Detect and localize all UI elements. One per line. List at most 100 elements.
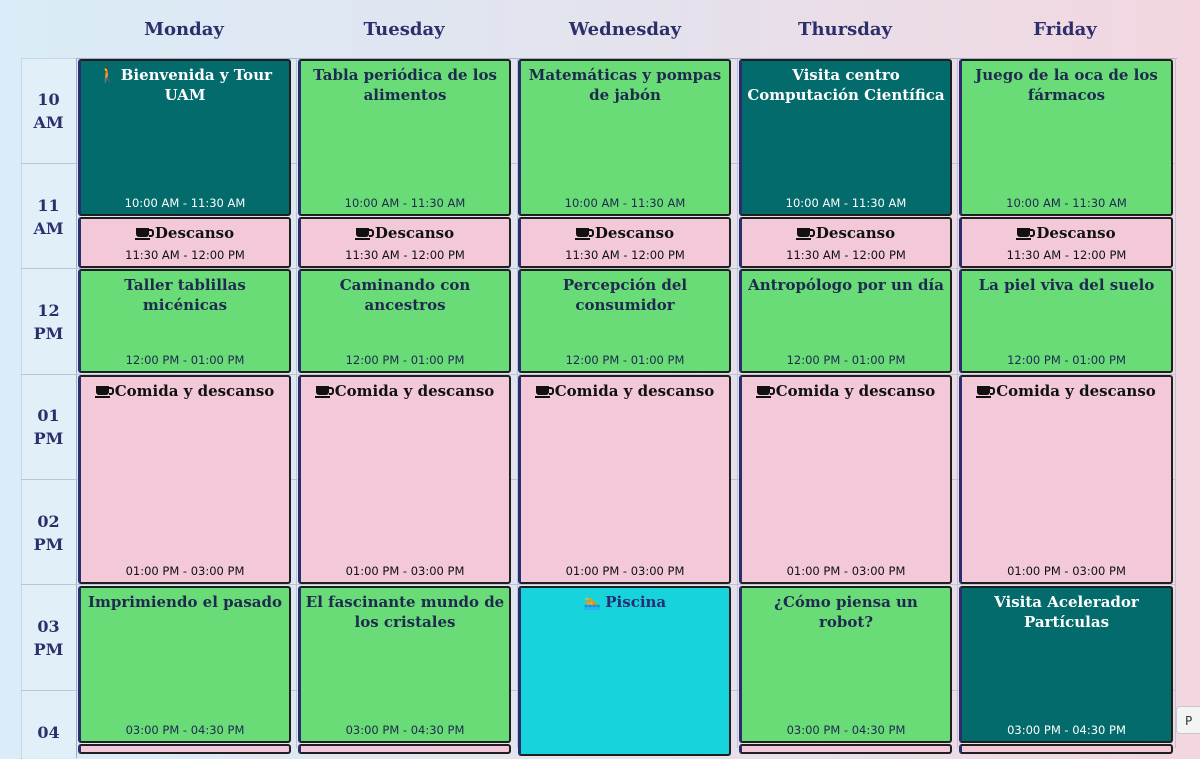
event-descanso[interactable]: Descanso 11:30 AM - 12:00 PM bbox=[959, 217, 1173, 268]
event-time: 11:30 AM - 12:00 PM bbox=[565, 248, 685, 262]
event-visita-acelerador[interactable]: Visita Acelerador Partículas 03:00 PM - … bbox=[959, 586, 1173, 743]
event-descanso[interactable]: Descanso 11:30 AM - 12:00 PM bbox=[739, 217, 952, 268]
event-next-peek bbox=[739, 744, 952, 754]
grid-line bbox=[21, 584, 1176, 585]
coffee-icon bbox=[795, 228, 815, 240]
event-como-piensa-robot[interactable]: ¿Cómo piensa un robot? 03:00 PM - 04:30 … bbox=[739, 586, 952, 743]
event-title: Descanso bbox=[154, 224, 235, 242]
event-time: 12:00 PM - 01:00 PM bbox=[565, 353, 685, 367]
coffee-icon bbox=[354, 228, 374, 240]
event-title: Descanso bbox=[374, 224, 455, 242]
event-title: Comida y descanso bbox=[775, 382, 936, 400]
event-title: Antropólogo por un día bbox=[748, 276, 944, 294]
coffee-icon bbox=[134, 228, 154, 240]
event-time: 12:00 PM - 01:00 PM bbox=[786, 353, 906, 367]
event-next-peek bbox=[78, 744, 291, 754]
grid-line bbox=[737, 58, 738, 748]
hour-label-04pm: 04 bbox=[37, 723, 60, 742]
event-time: 10:00 AM - 11:30 AM bbox=[344, 196, 466, 210]
event-visita-computacion[interactable]: Visita centro Computación Científica 10:… bbox=[739, 59, 952, 216]
day-header-thursday: Thursday bbox=[798, 19, 892, 40]
hour-label-12pm: 12 PM bbox=[33, 301, 64, 343]
event-mundo-cristales[interactable]: El fascinante mundo de los cristales 03:… bbox=[298, 586, 511, 743]
swimmer-icon: 🏊 bbox=[583, 595, 602, 611]
event-title: Bienvenida y Tour UAM bbox=[120, 66, 272, 104]
event-title: Comida y descanso bbox=[114, 382, 275, 400]
event-descanso[interactable]: Descanso 11:30 AM - 12:00 PM bbox=[518, 217, 731, 268]
coffee-icon bbox=[976, 386, 996, 398]
event-title: Descanso bbox=[815, 224, 896, 242]
event-comida[interactable]: Comida y descanso 01:00 PM - 03:00 PM bbox=[78, 375, 291, 584]
floating-button[interactable]: P bbox=[1176, 706, 1200, 734]
event-time: 11:30 AM - 12:00 PM bbox=[345, 248, 465, 262]
event-time: 03:00 PM - 04:30 PM bbox=[125, 723, 245, 737]
event-descanso[interactable]: Descanso 11:30 AM - 12:00 PM bbox=[78, 217, 291, 268]
event-time: 12:00 PM - 01:00 PM bbox=[125, 353, 245, 367]
event-time: 12:00 PM - 01:00 PM bbox=[345, 353, 465, 367]
coffee-icon bbox=[94, 386, 114, 398]
event-time: 03:00 PM - 04:30 PM bbox=[786, 723, 906, 737]
event-title: Comida y descanso bbox=[996, 382, 1156, 400]
event-bienvenida-tour[interactable]: 🚶 Bienvenida y Tour UAM 10:00 AM - 11:30 … bbox=[78, 59, 291, 216]
event-title: Descanso bbox=[594, 224, 675, 242]
event-time: 12:00 PM - 01:00 PM bbox=[1007, 353, 1126, 367]
event-time: 01:00 PM - 03:00 PM bbox=[786, 564, 906, 578]
event-time: 11:30 AM - 12:00 PM bbox=[125, 248, 245, 262]
event-title: Comida y descanso bbox=[554, 382, 715, 400]
event-comida[interactable]: Comida y descanso 01:00 PM - 03:00 PM bbox=[298, 375, 511, 584]
event-taller-tablillas[interactable]: Taller tablillas micénicas 12:00 PM - 01… bbox=[78, 269, 291, 373]
day-header-monday: Monday bbox=[144, 19, 224, 40]
event-time: 10:00 AM - 11:30 AM bbox=[785, 196, 907, 210]
event-title: Taller tablillas micénicas bbox=[124, 276, 246, 314]
event-imprimiendo-pasado[interactable]: Imprimiendo el pasado 03:00 PM - 04:30 P… bbox=[78, 586, 291, 743]
coffee-icon bbox=[314, 386, 334, 398]
event-title: Tabla periódica de los alimentos bbox=[313, 66, 497, 104]
event-piscina[interactable]: 🏊 Piscina bbox=[518, 586, 731, 756]
event-title: Descanso bbox=[1036, 224, 1116, 242]
event-time: 10:00 AM - 11:30 AM bbox=[564, 196, 686, 210]
event-time: 01:00 PM - 03:00 PM bbox=[125, 564, 245, 578]
event-title: Juego de la oca de los fármacos bbox=[975, 66, 1158, 104]
event-juego-oca[interactable]: Juego de la oca de los fármacos 10:00 AM… bbox=[959, 59, 1173, 216]
event-title: Caminando con ancestros bbox=[339, 276, 471, 314]
hour-label-10am: 10 AM bbox=[33, 90, 64, 132]
day-header-wednesday: Wednesday bbox=[568, 19, 682, 40]
event-title: Percepción del consumidor bbox=[562, 276, 688, 314]
event-time: 11:30 AM - 12:00 PM bbox=[786, 248, 906, 262]
event-title: Matemáticas y pompas de jabón bbox=[528, 66, 722, 104]
event-time: 03:00 PM - 04:30 PM bbox=[345, 723, 465, 737]
day-header-tuesday: Tuesday bbox=[363, 19, 445, 40]
event-comida[interactable]: Comida y descanso 01:00 PM - 03:00 PM bbox=[959, 375, 1173, 584]
coffee-icon bbox=[534, 386, 554, 398]
hour-label-11am: 11 AM bbox=[33, 196, 64, 238]
event-tabla-periodica[interactable]: Tabla periódica de los alimentos 10:00 A… bbox=[298, 59, 511, 216]
coffee-icon bbox=[1016, 228, 1036, 240]
event-antropologo[interactable]: Antropólogo por un día 12:00 PM - 01:00 … bbox=[739, 269, 952, 373]
event-time: 10:00 AM - 11:30 AM bbox=[124, 196, 246, 210]
event-title: La piel viva del suelo bbox=[978, 276, 1155, 294]
event-time: 01:00 PM - 03:00 PM bbox=[565, 564, 685, 578]
event-title: Visita Acelerador Partículas bbox=[994, 593, 1139, 631]
event-matematicas-pompas[interactable]: Matemáticas y pompas de jabón 10:00 AM -… bbox=[518, 59, 731, 216]
grid-line bbox=[1175, 58, 1176, 748]
event-percepcion-consumidor[interactable]: Percepción del consumidor 12:00 PM - 01:… bbox=[518, 269, 731, 373]
hour-label-03pm: 03 PM bbox=[33, 617, 64, 659]
event-time: 01:00 PM - 03:00 PM bbox=[345, 564, 465, 578]
coffee-icon bbox=[755, 386, 775, 398]
hour-label-01pm: 01 PM bbox=[33, 406, 64, 448]
event-descanso[interactable]: Descanso 11:30 AM - 12:00 PM bbox=[298, 217, 511, 268]
event-next-peek bbox=[959, 744, 1173, 754]
event-comida[interactable]: Comida y descanso 01:00 PM - 03:00 PM bbox=[739, 375, 952, 584]
event-caminando-ancestros[interactable]: Caminando con ancestros 12:00 PM - 01:00… bbox=[298, 269, 511, 373]
event-title: Comida y descanso bbox=[334, 382, 495, 400]
grid-line bbox=[21, 374, 1176, 375]
event-next-peek bbox=[298, 744, 511, 754]
grid-line bbox=[957, 58, 958, 748]
event-title: El fascinante mundo de los cristales bbox=[305, 593, 505, 631]
event-title: Piscina bbox=[605, 593, 667, 611]
event-title: ¿Cómo piensa un robot? bbox=[774, 593, 918, 631]
event-comida[interactable]: Comida y descanso 01:00 PM - 03:00 PM bbox=[518, 375, 731, 584]
walking-icon: 🚶 bbox=[98, 66, 117, 84]
event-piel-viva-suelo[interactable]: La piel viva del suelo 12:00 PM - 01:00 … bbox=[959, 269, 1173, 373]
hour-label-02pm: 02 PM bbox=[33, 512, 64, 554]
